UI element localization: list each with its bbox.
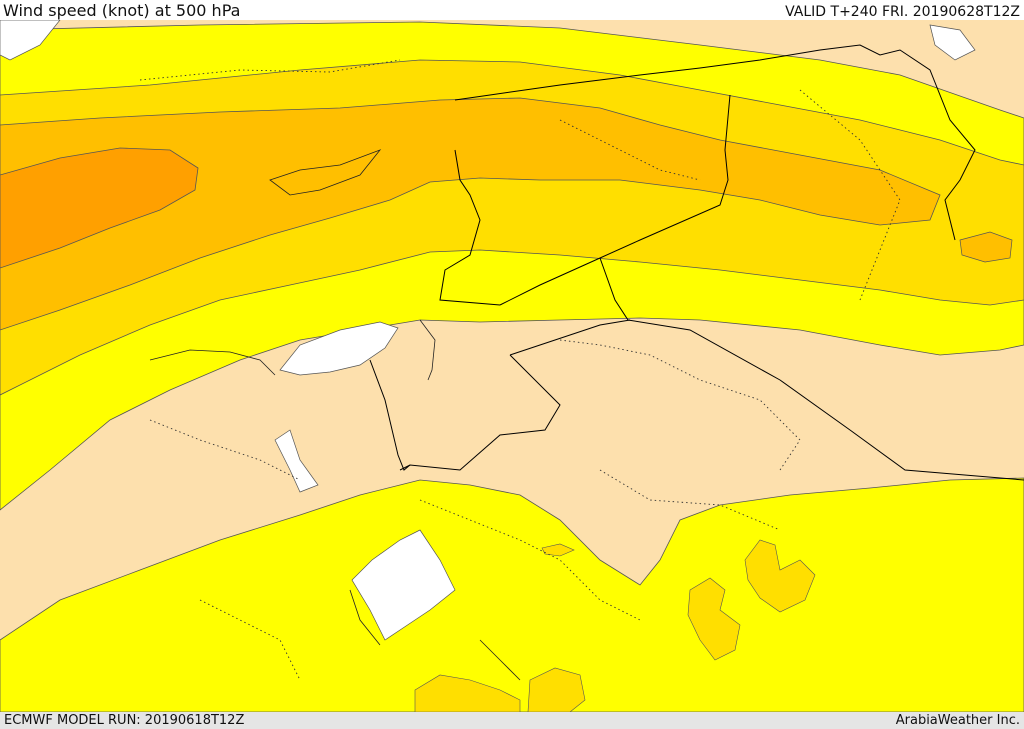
wind-speed-map: [0, 20, 1024, 712]
header-bar: Wind speed (knot) at 500 hPa VALID T+240…: [0, 0, 1024, 20]
wind-band-light-orange: [0, 97, 941, 331]
province-boundaries: [139, 59, 901, 681]
wind-patch-south-3: [414, 674, 521, 712]
wind-band-yellow-south: [0, 477, 1024, 712]
valid-time: VALID T+240 FRI. 20190628T12Z: [785, 4, 1020, 20]
wind-patch-south-4: [527, 667, 586, 712]
mask-area-ne: [929, 24, 976, 61]
footer-bar: ECMWF MODEL RUN: 20190618T12Z ArabiaWeat…: [0, 712, 1024, 729]
coastlines: [149, 149, 521, 681]
wind-patch-south-2: [687, 577, 741, 661]
model-run-label: ECMWF MODEL RUN: 20190618T12Z: [4, 713, 245, 728]
mask-area-sinai: [351, 529, 456, 641]
map-title: Wind speed (knot) at 500 hPa: [3, 1, 241, 20]
wind-patch-east: [959, 231, 1013, 263]
credit-label: ArabiaWeather Inc.: [895, 713, 1020, 728]
wind-core-orange: [0, 147, 199, 269]
mask-area-nw: [0, 20, 61, 61]
mask-area-north: [279, 321, 399, 376]
country-borders: [369, 44, 1024, 481]
wind-patch-small: [541, 543, 575, 557]
mask-area-west: [274, 429, 319, 493]
wind-patch-south-1: [744, 539, 816, 613]
